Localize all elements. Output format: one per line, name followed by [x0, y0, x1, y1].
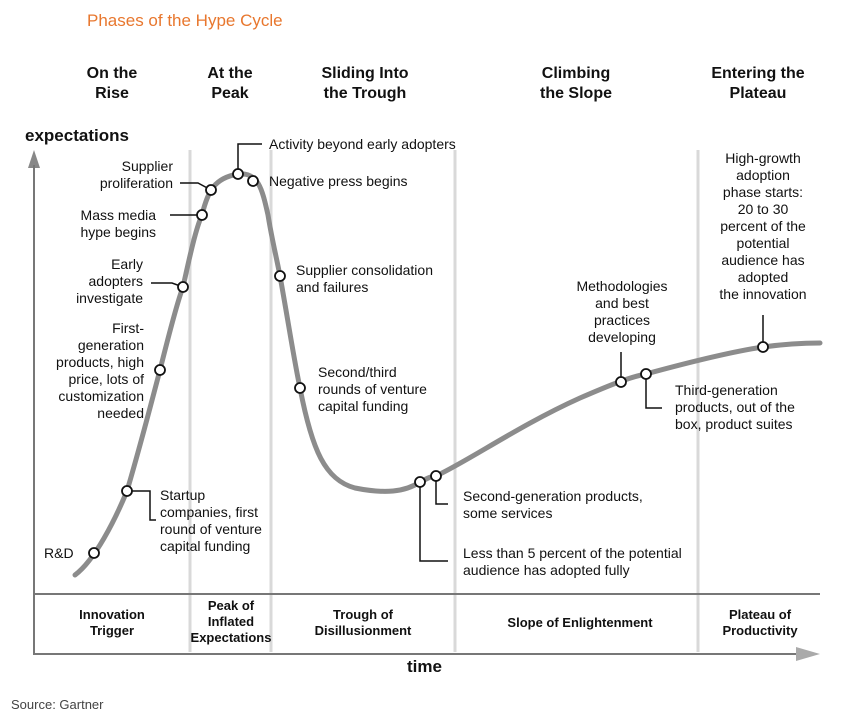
phase-header-entering-plateau: Entering the Plateau — [711, 65, 805, 102]
diagram-title: Phases of the Hype Cycle — [87, 11, 283, 30]
y-axis-label: expectations — [25, 126, 129, 145]
marker-rd — [88, 547, 100, 559]
phase-header-on-the-rise: On the Rise — [86, 65, 138, 102]
connector-activity — [237, 143, 262, 174]
note-high-growth: High-growth adoption phase starts: 20 to… — [719, 150, 807, 302]
note-third-gen: Third-generation products, out of the bo… — [675, 382, 795, 432]
connector-less-than-5 — [419, 482, 448, 562]
marker-mass-media — [196, 209, 208, 221]
note-mass-media: Mass media hype begins — [80, 207, 156, 240]
marker-supplier-prolif — [205, 184, 217, 196]
note-activity: Activity beyond early adopters — [269, 136, 456, 152]
note-early-adopters: Early adopters investigate — [76, 256, 143, 306]
note-first-gen: First- generation products, high price, … — [56, 320, 144, 421]
phase-header-sliding-into-trough: Sliding Into the Trough — [321, 65, 409, 102]
note-second-third: Second/third rounds of venture capital f… — [318, 364, 427, 414]
x-axis-arrow — [796, 647, 820, 661]
connector-startup — [127, 490, 156, 521]
connector-third-gen — [645, 374, 662, 409]
phase-slope: Slope of Enlightenment — [507, 615, 653, 630]
marker-second-gen — [430, 470, 442, 482]
marker-third-gen — [640, 368, 652, 380]
x-axis-label: time — [407, 657, 442, 676]
note-startup: Startup companies, first round of ventur… — [160, 487, 262, 554]
marker-first-gen — [154, 364, 166, 376]
source-credit: Source: Gartner — [11, 697, 104, 712]
hype-curve — [72, 171, 823, 578]
note-less-than-5: Less than 5 percent of the potential aud… — [463, 545, 682, 578]
marker-early-adopters — [177, 281, 189, 293]
note-methodologies: Methodologies and best practices develop… — [576, 278, 668, 345]
note-consolidation: Supplier consolidation and failures — [296, 262, 433, 295]
marker-activity — [232, 168, 244, 180]
marker-high-growth — [757, 341, 769, 353]
phase-header-at-the-peak: At the Peak — [207, 65, 253, 102]
marker-second-third — [294, 382, 306, 394]
phase-header-climbing-slope: Climbing the Slope — [539, 65, 612, 102]
marker-startup — [121, 485, 133, 497]
marker-negative-press — [247, 175, 259, 187]
note-rd: R&D — [44, 545, 74, 561]
phase-trough: Trough of Disillusionment — [314, 607, 412, 638]
marker-methodologies — [615, 376, 627, 388]
marker-less-than-5 — [414, 476, 426, 488]
note-second-gen: Second-generation products, some service… — [463, 488, 643, 521]
connector-second-gen — [435, 476, 448, 505]
note-supplier-prolif: Supplier proliferation — [99, 158, 173, 191]
phase-peak: Peak of Inflated Expectations — [190, 598, 272, 645]
y-axis-arrow — [28, 150, 40, 168]
note-negative-press: Negative press begins — [269, 173, 408, 189]
marker-consolidation — [274, 270, 286, 282]
phase-plateau: Plateau of Productivity — [722, 607, 798, 638]
milestone-markers — [88, 168, 769, 559]
phase-innovation-trigger: Innovation Trigger — [79, 607, 145, 638]
